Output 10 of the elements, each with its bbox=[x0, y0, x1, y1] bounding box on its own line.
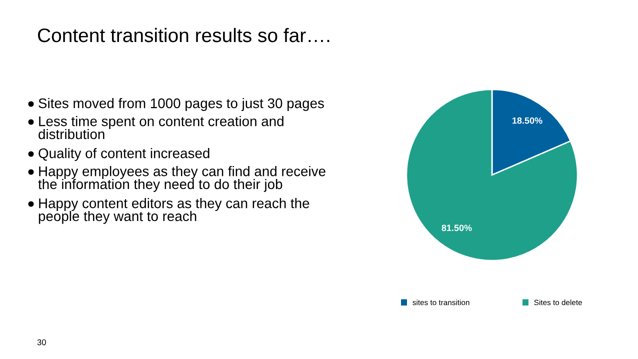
text: Content transition results so far…. bbox=[38, 28, 330, 42]
text: 30 bbox=[37, 339, 46, 346]
text: Quality of content increased bbox=[38, 148, 210, 161]
text: Happy employees as they can find and receive the information they need to do their job bbox=[38, 166, 326, 192]
text: Sites moved from 1000 pages to just 30 pages bbox=[38, 98, 324, 111]
text: Happy content editors as they can reach the people they want to reach bbox=[38, 198, 310, 224]
text: Less time spent on content creation and distribution bbox=[38, 116, 284, 140]
pie-slice bbox=[406, 88, 578, 262]
data-label: 81.50% bbox=[442, 224, 472, 232]
data-label: 18.50% bbox=[512, 117, 542, 124]
